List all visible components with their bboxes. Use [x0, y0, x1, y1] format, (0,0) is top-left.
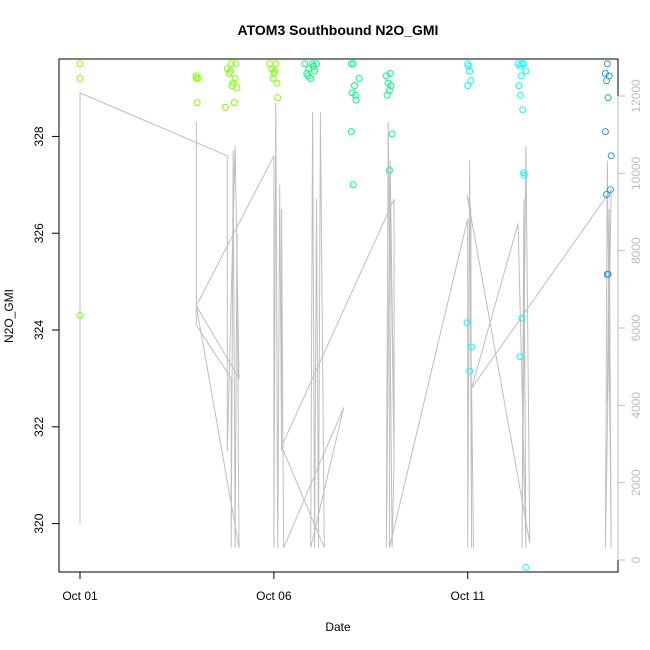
- points-layer: [76, 60, 615, 571]
- data-point: [230, 99, 238, 107]
- data-point: [304, 72, 312, 80]
- data-point: [227, 60, 235, 68]
- x-tick-label: Oct 11: [450, 589, 485, 603]
- y2-tick-label: 2000: [629, 469, 643, 496]
- data-point: [607, 152, 615, 160]
- data-point: [464, 82, 472, 90]
- data-point: [465, 62, 472, 70]
- data-point: [467, 77, 475, 85]
- chart-title: ATOM3 Southbound N2O_GMI: [238, 22, 439, 38]
- data-point: [466, 367, 474, 375]
- data-point: [194, 74, 202, 82]
- data-point: [76, 60, 84, 68]
- y2-tick-label: 4000: [629, 392, 643, 419]
- y2-axis: 0 2000 4000 6000 8000 10000 12000: [617, 79, 643, 563]
- data-point: [601, 70, 609, 77]
- data-point: [355, 74, 363, 82]
- y2-tick-label: 8000: [629, 237, 643, 264]
- data-point: [522, 563, 530, 571]
- y-axis-label: N2O_GMI: [2, 289, 16, 343]
- data-point: [309, 62, 317, 70]
- data-point: [605, 72, 613, 80]
- altitude-trace-line: [79, 92, 612, 548]
- data-point: [518, 60, 526, 68]
- plot-frame: [58, 58, 619, 573]
- y-tick-label: 328: [32, 126, 46, 146]
- data-point: [517, 72, 525, 80]
- x-tick-label: Oct 06: [256, 589, 292, 603]
- data-point: [518, 314, 526, 322]
- x-axis-label: Date: [325, 620, 351, 634]
- data-point: [463, 319, 471, 327]
- data-point: [516, 353, 524, 361]
- data-point: [301, 60, 309, 68]
- x-axis: Oct 01 Oct 06 Oct 11: [62, 571, 485, 603]
- data-point: [352, 96, 360, 104]
- data-point: [347, 128, 355, 136]
- y2-tick-label: 6000: [629, 314, 643, 341]
- data-point: [468, 343, 476, 351]
- data-point: [232, 60, 240, 68]
- data-point: [517, 91, 524, 99]
- data-point: [349, 181, 357, 189]
- data-point: [520, 171, 528, 179]
- data-point: [515, 82, 523, 90]
- data-point: [604, 94, 612, 102]
- data-point: [383, 91, 391, 99]
- data-point: [388, 130, 396, 138]
- data-point: [604, 270, 612, 278]
- data-point: [193, 99, 201, 107]
- trace-layer: [79, 92, 612, 548]
- data-point: [387, 82, 395, 90]
- data-point: [351, 91, 359, 99]
- data-point: [272, 60, 280, 68]
- y2-tick-label: 10000: [629, 156, 643, 190]
- data-point: [606, 186, 614, 194]
- y-tick-label: 320: [32, 513, 46, 533]
- y-tick-label: 326: [32, 223, 46, 243]
- data-point: [603, 191, 610, 198]
- data-point: [311, 67, 319, 75]
- data-point: [233, 84, 241, 92]
- data-point: [522, 67, 530, 75]
- data-point: [385, 166, 393, 174]
- data-point: [601, 128, 609, 136]
- y-axis: 320 322 324 326 328: [32, 126, 59, 534]
- data-point: [273, 79, 281, 87]
- y-tick-label: 324: [32, 320, 46, 340]
- data-point: [192, 74, 200, 82]
- y-tick-label: 322: [32, 416, 46, 436]
- data-point: [603, 60, 611, 68]
- data-point: [271, 67, 279, 75]
- y2-tick-label: 0: [629, 556, 643, 563]
- data-point: [221, 103, 229, 111]
- data-point: [274, 94, 282, 102]
- data-point: [76, 312, 84, 319]
- data-point: [231, 74, 239, 82]
- data-point: [466, 67, 474, 75]
- data-point: [349, 60, 357, 68]
- data-point: [520, 60, 528, 68]
- x-tick-label: Oct 01: [62, 589, 98, 603]
- data-point: [226, 67, 234, 75]
- data-point: [76, 74, 84, 82]
- data-point: [351, 82, 358, 90]
- data-point: [269, 74, 277, 82]
- y2-tick-label: 12000: [629, 79, 643, 113]
- data-point: [347, 60, 355, 68]
- data-point: [519, 106, 527, 114]
- data-point: [386, 70, 394, 77]
